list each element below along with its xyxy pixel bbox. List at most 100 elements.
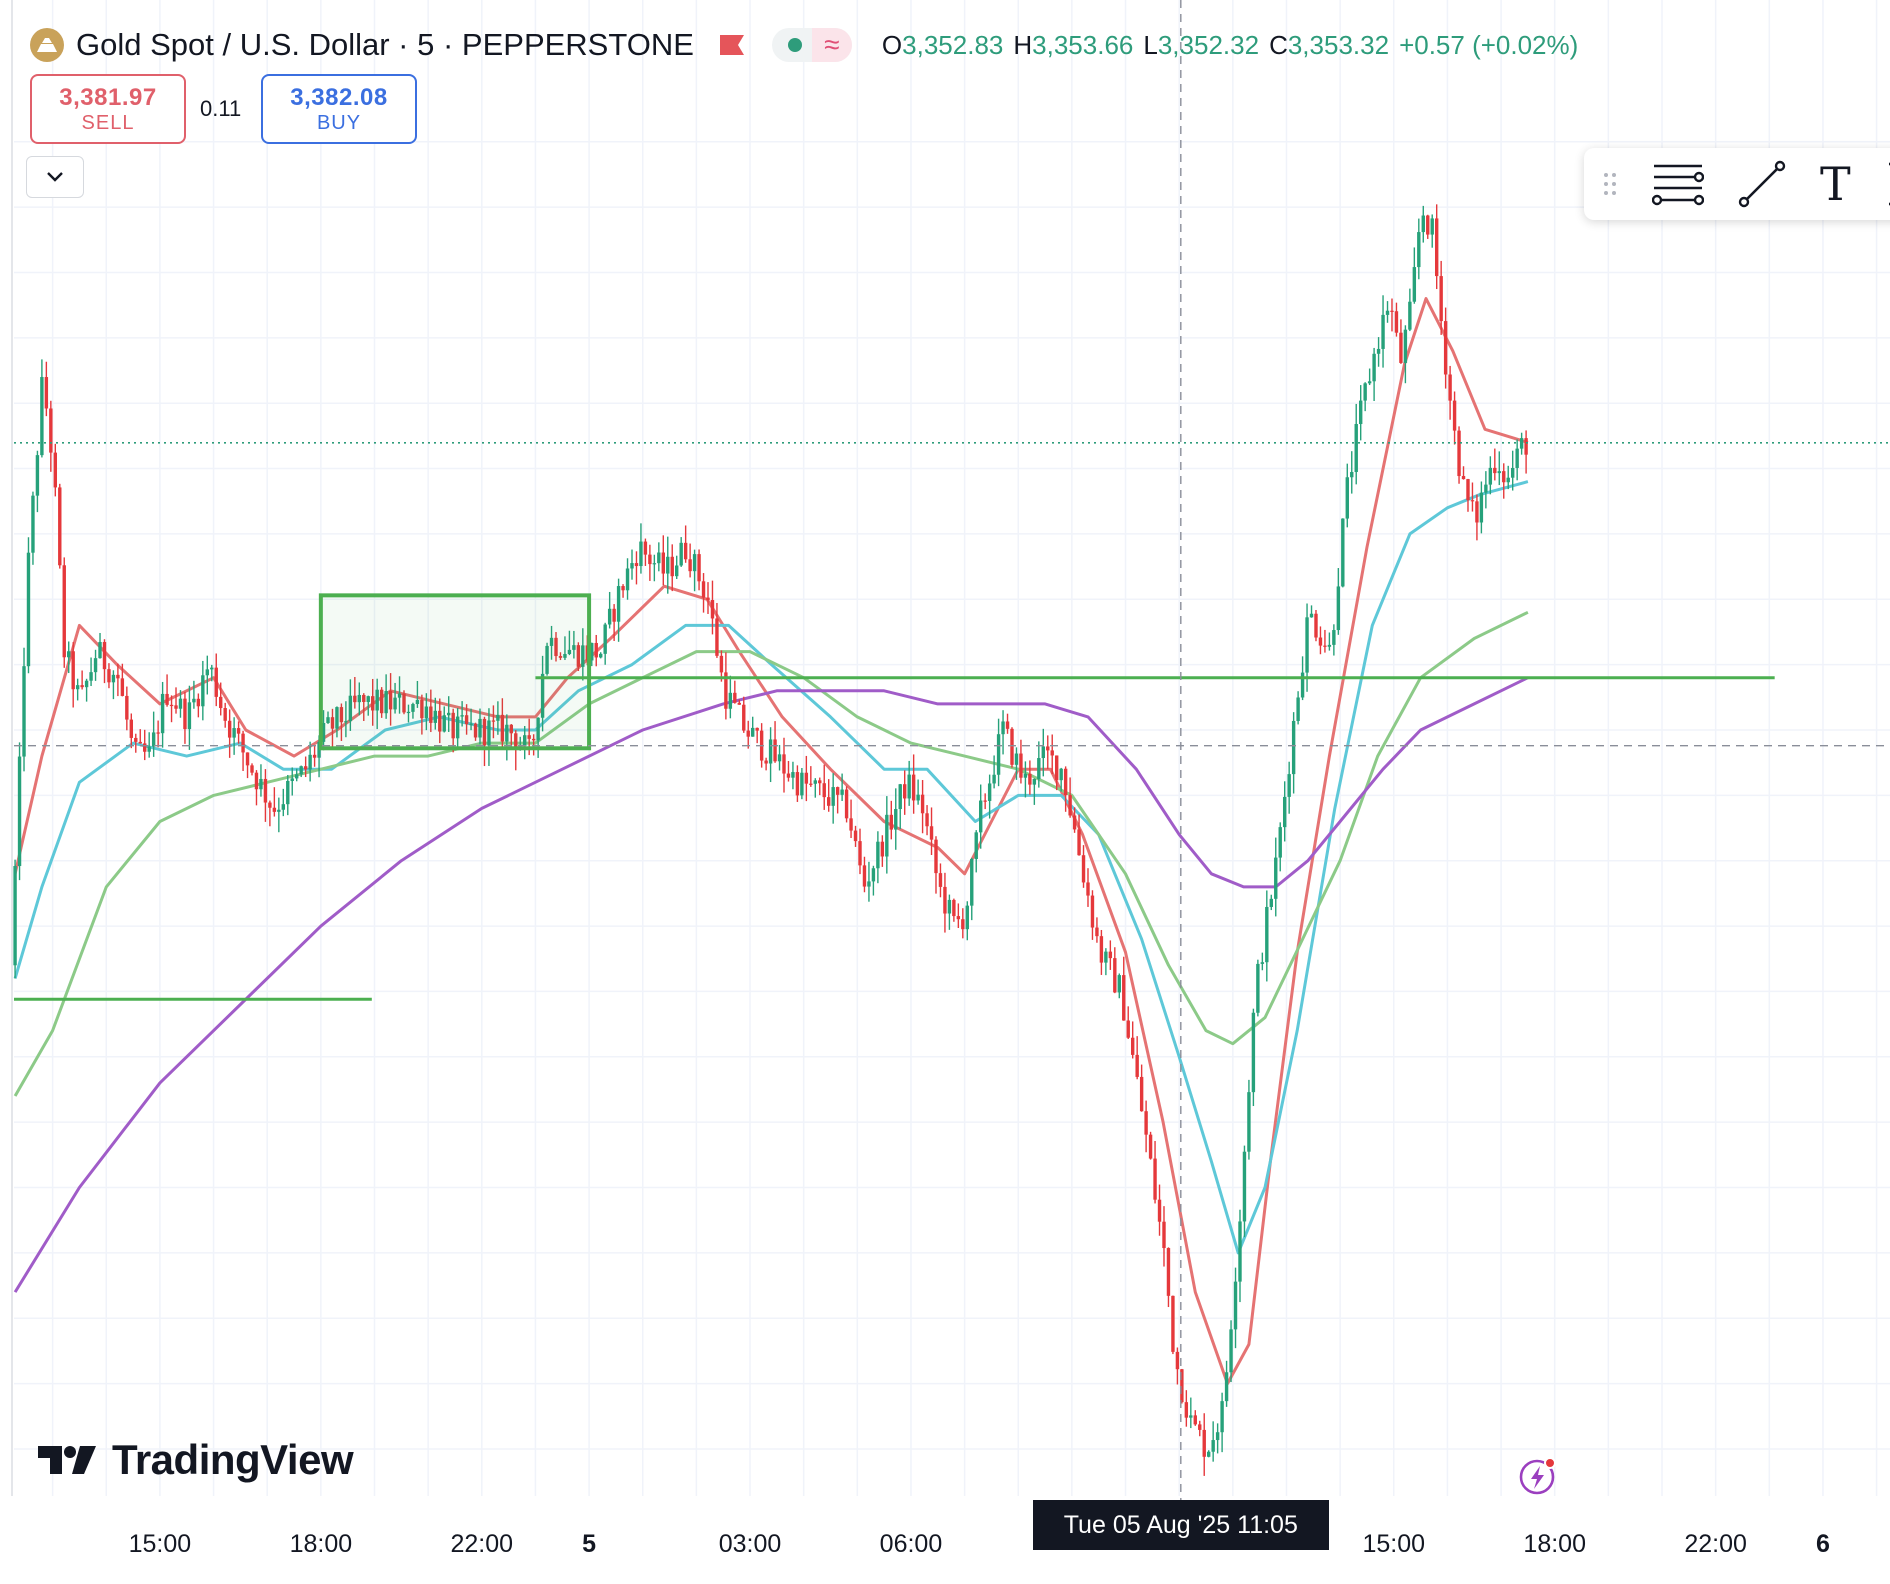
ohlc-low-value: 3,352.32 (1157, 29, 1260, 60)
candle-body (1296, 697, 1300, 721)
candle-body (281, 804, 286, 810)
candle-body (299, 766, 303, 775)
candle-body (1251, 1012, 1256, 1093)
candle-body (1394, 311, 1399, 333)
candle-body (1077, 829, 1081, 856)
spread-value: 0.11 (200, 96, 242, 121)
buy-button[interactable]: 3,382.08 BUY (261, 74, 417, 144)
candle-body (120, 678, 125, 696)
candle-body (911, 774, 916, 801)
candle-body (219, 696, 223, 709)
candle-body (1399, 332, 1403, 363)
measure-icon[interactable] (1885, 160, 1890, 208)
candle-body (1256, 963, 1260, 1013)
grid-lines (11, 0, 1890, 1496)
candle-body (245, 752, 250, 766)
candle-body (1171, 1295, 1175, 1352)
candle-body (1095, 927, 1099, 937)
candle-body (1122, 975, 1126, 1021)
candle-body (688, 559, 692, 572)
candle-body (169, 704, 174, 707)
tradingview-logo[interactable]: TradingView (36, 1436, 354, 1484)
candle-body (1461, 476, 1466, 480)
candle-body (630, 563, 634, 569)
flag-icon[interactable] (719, 35, 744, 55)
candle-body (1041, 746, 1045, 759)
symbol-title[interactable]: Gold Spot / U.S. Dollar · 5 · PEPPERSTON… (76, 27, 694, 62)
candle-body (531, 738, 536, 741)
candle-body (625, 568, 630, 591)
drag-handle-icon[interactable] (1602, 171, 1618, 197)
candle-body (581, 645, 585, 667)
candle-body (675, 565, 679, 577)
candle-body (648, 554, 652, 565)
candle-body (1211, 1440, 1215, 1452)
ohlc-high-value: 3,353.66 (1032, 29, 1134, 60)
text-tool-icon[interactable]: T (1820, 157, 1851, 211)
candle-body (1300, 672, 1305, 698)
candle-body (1130, 1037, 1135, 1055)
ohlc-open-value: 3,352.83 (902, 29, 1004, 60)
candle-body (1452, 400, 1457, 431)
candle-body (1403, 329, 1408, 363)
candle-body (1054, 755, 1059, 781)
candle-body (894, 809, 898, 830)
candle-body (384, 691, 388, 714)
candle-body (1484, 484, 1488, 493)
candle-body (724, 672, 728, 709)
candle-body (1314, 613, 1318, 638)
price-change: +0.57 (+0.02%) (1399, 29, 1579, 60)
sell-button[interactable]: 3,381.97 SELL (30, 74, 186, 144)
candle-body (952, 899, 956, 917)
candle-body (1448, 374, 1452, 401)
candle-body (1274, 857, 1278, 899)
candle-body (1028, 773, 1032, 785)
candle-body (567, 649, 572, 654)
candle-body (1046, 746, 1050, 751)
candle-body (853, 830, 858, 842)
candle-body (303, 766, 308, 770)
time-axis[interactable]: 15:00 18:00 22:00 5 03:00 06:00 15:00 18:00 22:0… (0, 1500, 1890, 1584)
candle-body (1086, 882, 1090, 896)
x-tick-label: 22:00 (1684, 1530, 1747, 1558)
candle-body (652, 563, 657, 565)
market-status-pill[interactable]: ≈ (771, 28, 852, 62)
candle-body (1117, 975, 1121, 993)
candle-body (107, 669, 111, 683)
candle-body (871, 868, 876, 882)
candle-body (379, 689, 384, 714)
candle-body (210, 667, 214, 670)
horizontal-lines-icon[interactable] (1652, 162, 1704, 206)
candle-body (1032, 778, 1037, 785)
candle-body (1238, 1221, 1242, 1282)
candle-body (143, 743, 147, 752)
candle-body (920, 794, 925, 814)
candle-body (1108, 951, 1113, 959)
candle-body (800, 772, 804, 796)
candle-body (80, 685, 84, 688)
candle-body (250, 765, 254, 773)
ohlc-close-key: C (1269, 29, 1288, 60)
candle-body (862, 865, 867, 887)
candle-body (1363, 383, 1367, 401)
buy-price: 3,382.08 (290, 83, 388, 111)
candle-body (460, 715, 464, 717)
lightning-notification-icon[interactable] (1518, 1456, 1558, 1496)
candle-body (1113, 958, 1117, 993)
candle-body (1350, 472, 1354, 478)
candle-body (411, 704, 415, 712)
candle-body (67, 651, 71, 658)
candle-body (1153, 1158, 1157, 1200)
trend-line-icon[interactable] (1738, 160, 1786, 208)
collapse-legend-button[interactable] (26, 156, 84, 198)
sell-label: SELL (81, 111, 135, 134)
candle-body (447, 712, 451, 716)
candle-body (786, 773, 791, 778)
candle-body (1305, 617, 1309, 673)
x-tick-label: 18:00 (289, 1530, 353, 1558)
candle-body (89, 672, 93, 681)
candle-body (93, 658, 98, 673)
candle-body (1224, 1372, 1229, 1402)
candle-body (473, 723, 478, 738)
